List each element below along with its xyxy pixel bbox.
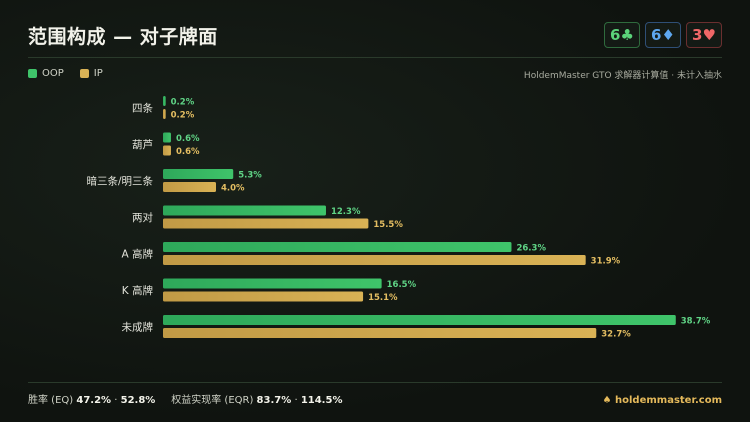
solver-note: HoldemMaster GTO 求解器计算值 · 未计入抽水 (523, 71, 722, 81)
eq-separator: · (114, 395, 118, 406)
eqr-label: 权益实现率 (EQR) (171, 395, 254, 406)
eq-label: 胜率 (EQ) (28, 395, 74, 406)
brand-link[interactable]: ♠ holdemmaster.com (602, 395, 722, 406)
category-label: 四条 (132, 102, 153, 115)
category-label: A 高牌 (121, 248, 153, 261)
oop-value-label: 38.7% (681, 317, 711, 327)
footer-divider (28, 382, 722, 383)
ip-bar (163, 182, 216, 192)
oop-bar (163, 205, 326, 216)
category-label: 两对 (132, 211, 153, 224)
eqr-oop-value: 83.7% (256, 395, 292, 406)
oop-bar (163, 169, 234, 179)
oop-value-label: 5.3% (238, 171, 262, 181)
eq-oop-value: 47.2% (76, 395, 112, 406)
category-label: 未成牌 (122, 321, 154, 334)
ip-bar (163, 218, 369, 229)
oop-bar (163, 315, 676, 325)
oop-value-label: 26.3% (516, 244, 546, 254)
oop-bar (163, 132, 171, 143)
oop-bar (163, 96, 166, 106)
oop-value-label: 0.2% (171, 98, 195, 108)
ip-bar (163, 255, 586, 265)
card-rank: 3 (692, 26, 703, 44)
range-composition-chart: 四条 0.2% 0.2% 葫芦 0.6% 0.6% 暗三条/明三条 5.3% 4.0% 两对 12.… (86, 96, 711, 340)
category-label: K 高牌 (122, 284, 154, 297)
category-label: 暗三条/明三条 (86, 175, 153, 188)
ip-bar (163, 328, 597, 338)
ip-value-label: 15.1% (368, 293, 398, 303)
oop-value-label: 0.6% (176, 134, 200, 144)
oop-bar (163, 278, 382, 289)
diamonds-icon: ♦ (661, 26, 675, 44)
clubs-icon: ♣ (620, 26, 634, 44)
legend-ip-label: IP (93, 68, 103, 79)
oop-value-label: 16.5% (387, 280, 417, 290)
ip-value-label: 0.2% (171, 111, 195, 121)
eqr-separator: · (294, 395, 298, 406)
ip-value-label: 0.6% (176, 147, 200, 157)
eq-ip-value: 52.8% (120, 395, 156, 406)
ip-value-label: 31.9% (591, 257, 621, 267)
legend-oop-swatch (28, 69, 37, 78)
ip-value-label: 4.0% (221, 184, 245, 194)
hearts-icon: ♥ (702, 26, 716, 44)
ip-bar (163, 291, 364, 302)
ip-bar (163, 145, 171, 156)
card-rank: 6 (651, 26, 662, 44)
board-card-3: 3 ♥ (686, 22, 722, 48)
category-label: 葫芦 (132, 139, 153, 151)
legend-oop-label: OOP (42, 68, 64, 79)
board-card-1: 6 ♣ (604, 22, 640, 48)
legend-oop: OOP (28, 68, 64, 79)
ip-value-label: 32.7% (601, 330, 631, 340)
ip-bar (163, 109, 166, 119)
card-rank: 6 (610, 26, 621, 44)
header-divider (28, 57, 722, 58)
page-title: 范围构成 — 对子牌面 (28, 26, 218, 48)
footer-stats: 胜率 (EQ) 47.2% · 52.8% 权益实现率 (EQR) 83.7% … (28, 391, 342, 406)
ip-value-label: 15.5% (373, 220, 403, 230)
eqr-ip-value: 114.5% (300, 395, 343, 406)
legend-ip-swatch (79, 69, 89, 78)
board-cards: 6 ♣ 6 ♦ 3 ♥ (604, 22, 722, 48)
board-card-2: 6 ♦ (645, 22, 681, 48)
oop-value-label: 12.3% (331, 207, 361, 217)
legend-ip: IP (79, 68, 103, 79)
oop-bar (163, 242, 512, 252)
legend: OOP IP (28, 68, 103, 79)
